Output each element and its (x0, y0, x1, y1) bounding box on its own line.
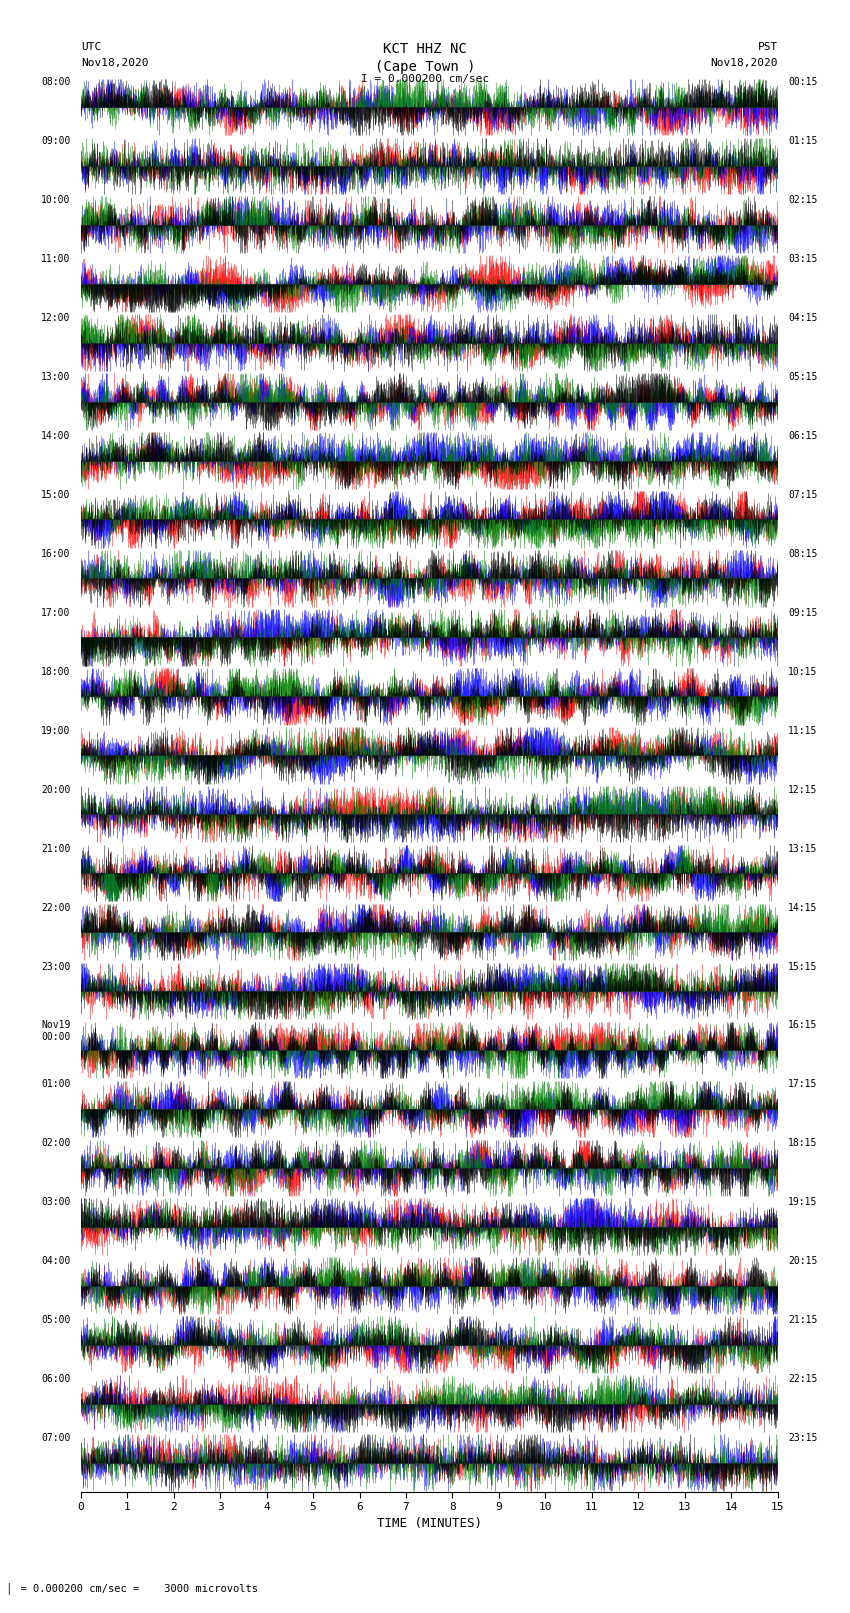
Text: Nov19
00:00: Nov19 00:00 (41, 1021, 71, 1042)
Text: 13:00: 13:00 (41, 373, 71, 382)
Text: 18:00: 18:00 (41, 666, 71, 677)
Text: 07:15: 07:15 (788, 490, 818, 500)
Text: 14:15: 14:15 (788, 903, 818, 913)
Text: I = 0.000200 cm/sec: I = 0.000200 cm/sec (361, 74, 489, 84)
Text: 20:00: 20:00 (41, 784, 71, 795)
Text: 17:00: 17:00 (41, 608, 71, 618)
Text: 05:15: 05:15 (788, 373, 818, 382)
Text: 22:15: 22:15 (788, 1374, 818, 1384)
Text: 00:15: 00:15 (788, 77, 818, 87)
Text: 03:15: 03:15 (788, 255, 818, 265)
Text: 11:15: 11:15 (788, 726, 818, 736)
Text: 06:15: 06:15 (788, 431, 818, 440)
Text: 04:00: 04:00 (41, 1257, 71, 1266)
Text: 19:15: 19:15 (788, 1197, 818, 1207)
Text: Nov18,2020: Nov18,2020 (711, 58, 778, 68)
Text: 10:00: 10:00 (41, 195, 71, 205)
Text: 14:00: 14:00 (41, 431, 71, 440)
Text: 15:15: 15:15 (788, 961, 818, 971)
Text: 16:00: 16:00 (41, 548, 71, 560)
Text: 05:00: 05:00 (41, 1315, 71, 1326)
Text: 01:00: 01:00 (41, 1079, 71, 1089)
Text: 23:00: 23:00 (41, 961, 71, 971)
Text: (Cape Town ): (Cape Town ) (375, 60, 475, 74)
Text: 03:00: 03:00 (41, 1197, 71, 1207)
Text: 16:15: 16:15 (788, 1021, 818, 1031)
Text: 18:15: 18:15 (788, 1139, 818, 1148)
Text: 08:00: 08:00 (41, 77, 71, 87)
Text: 11:00: 11:00 (41, 255, 71, 265)
Text: 01:15: 01:15 (788, 137, 818, 147)
Text: 08:15: 08:15 (788, 548, 818, 560)
Text: Nov18,2020: Nov18,2020 (81, 58, 148, 68)
Text: 10:15: 10:15 (788, 666, 818, 677)
Text: 07:00: 07:00 (41, 1432, 71, 1444)
Text: 06:00: 06:00 (41, 1374, 71, 1384)
X-axis label: TIME (MINUTES): TIME (MINUTES) (377, 1516, 482, 1529)
Text: 12:00: 12:00 (41, 313, 71, 323)
Text: 21:00: 21:00 (41, 844, 71, 853)
Text: KCT HHZ NC: KCT HHZ NC (383, 42, 467, 56)
Text: 04:15: 04:15 (788, 313, 818, 323)
Text: UTC: UTC (81, 42, 101, 52)
Text: 20:15: 20:15 (788, 1257, 818, 1266)
Text: 21:15: 21:15 (788, 1315, 818, 1326)
Text: 22:00: 22:00 (41, 903, 71, 913)
Text: 02:15: 02:15 (788, 195, 818, 205)
Text: 19:00: 19:00 (41, 726, 71, 736)
Text: 02:00: 02:00 (41, 1139, 71, 1148)
Text: 15:00: 15:00 (41, 490, 71, 500)
Text: PST: PST (757, 42, 778, 52)
Text: ▏ = 0.000200 cm/sec =    3000 microvolts: ▏ = 0.000200 cm/sec = 3000 microvolts (8, 1582, 258, 1594)
Text: 23:15: 23:15 (788, 1432, 818, 1444)
Text: 09:00: 09:00 (41, 137, 71, 147)
Text: 09:15: 09:15 (788, 608, 818, 618)
Text: 17:15: 17:15 (788, 1079, 818, 1089)
Text: 13:15: 13:15 (788, 844, 818, 853)
Text: 12:15: 12:15 (788, 784, 818, 795)
